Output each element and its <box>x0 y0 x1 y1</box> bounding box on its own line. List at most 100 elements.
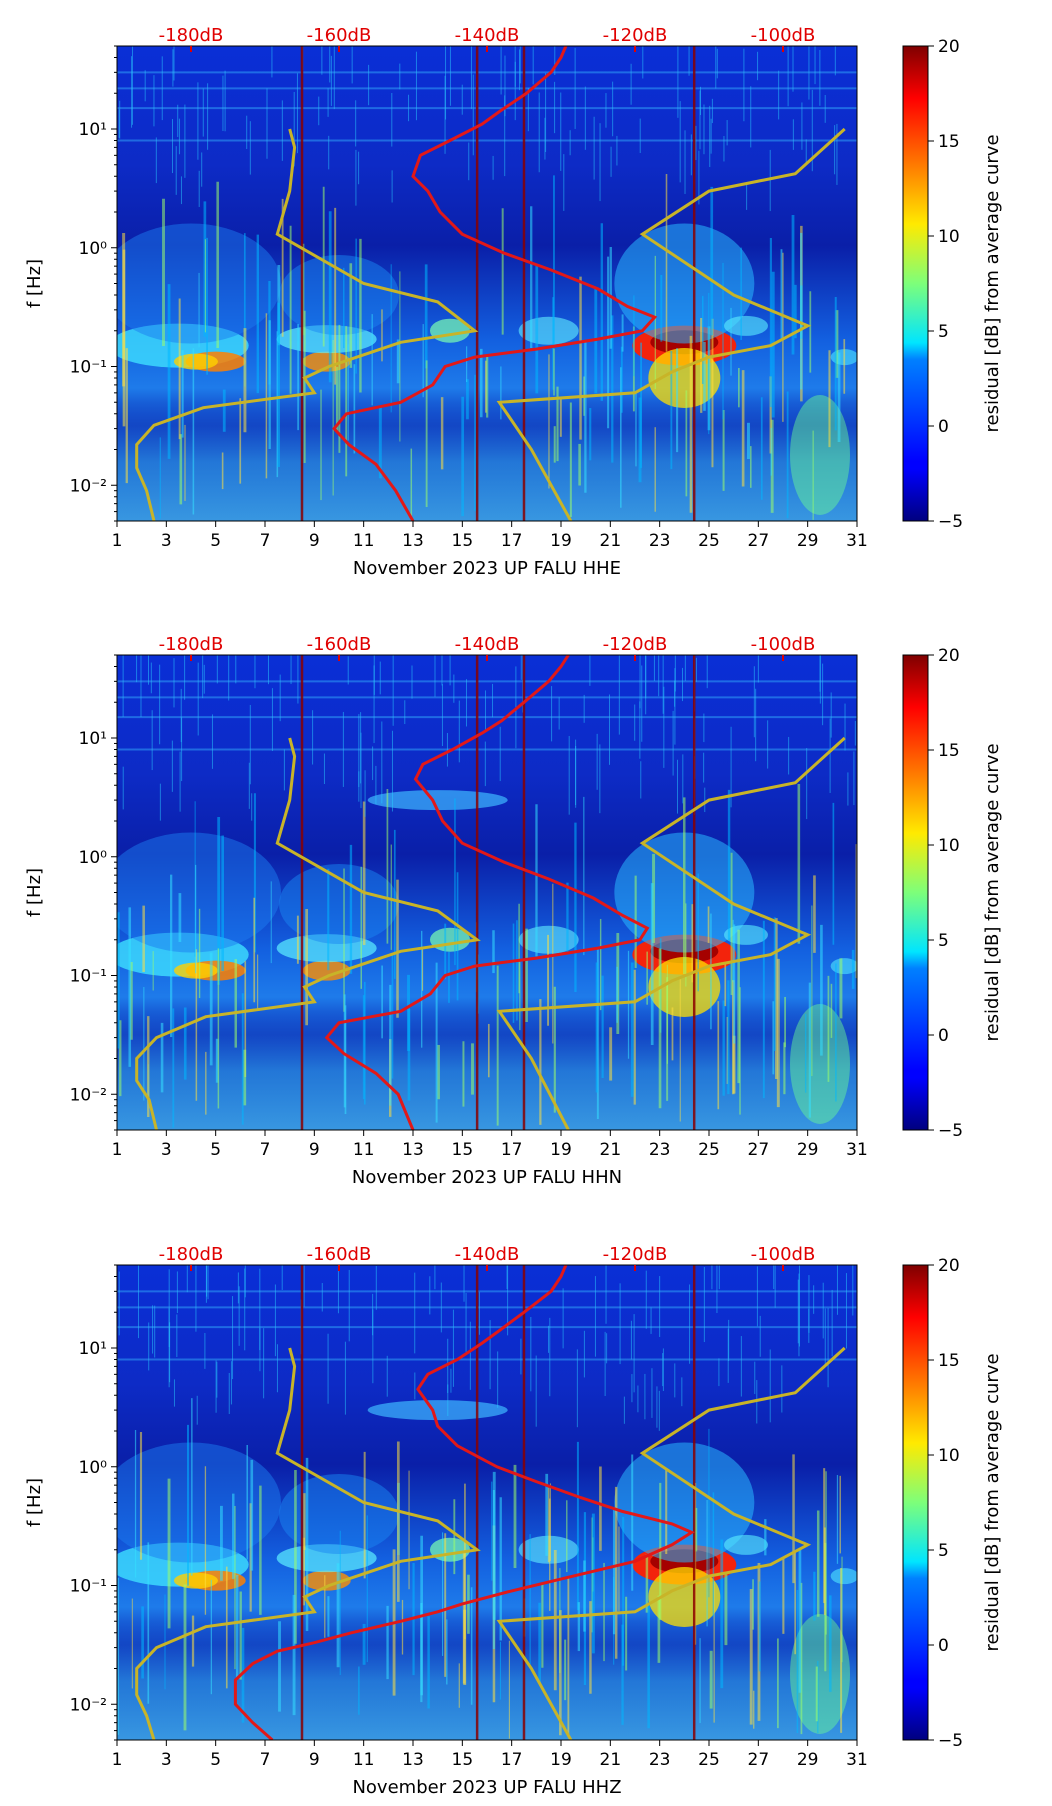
x-tick-label: 11 <box>353 1140 375 1160</box>
colorbar-tick-label: 15 <box>938 1351 960 1371</box>
y-tick-label: 10⁻² <box>70 1085 107 1105</box>
y-tick-label: 10⁰ <box>79 239 108 259</box>
y-tick-label: 10⁻¹ <box>70 358 107 378</box>
y-tick-label: 10¹ <box>79 1339 107 1359</box>
colorbar-tick-label: −5 <box>938 512 963 532</box>
top-db-label: -140dB <box>455 634 520 655</box>
top-db-label: -180dB <box>159 634 224 655</box>
colorbar-label: residual [dB] from average curve <box>982 1353 1003 1651</box>
yellow-model-curve-1 <box>135 1347 481 1740</box>
x-axis-label: November 2023 UP FALU HHN <box>352 1167 622 1188</box>
y-axis-label: f [Hz] <box>24 1478 45 1527</box>
colorbar-tick-label: 20 <box>938 646 960 666</box>
spectral-energy-patch <box>279 255 399 336</box>
spectral-energy-patch <box>790 394 850 515</box>
x-axis-label: November 2023 UP FALU HHE <box>353 558 621 579</box>
x-tick-label: 21 <box>600 531 622 551</box>
colorbar-tick-label: 15 <box>938 741 960 761</box>
x-tick-label: 21 <box>600 1750 622 1770</box>
spectral-energy-patch <box>648 1567 721 1628</box>
x-tick-label: 3 <box>161 1750 172 1770</box>
x-tick-label: 31 <box>846 531 868 551</box>
yellow-model-curve-2 <box>496 736 846 1130</box>
y-tick-label: 10⁻² <box>70 1695 107 1715</box>
colorbar <box>902 1264 929 1741</box>
low-frequency-band <box>117 402 857 521</box>
spectral-energy-patch <box>367 1400 508 1421</box>
x-tick-label: 7 <box>260 531 271 551</box>
colorbar-tick-label: 10 <box>938 227 960 247</box>
x-tick-label: 13 <box>402 1750 424 1770</box>
red-average-curve <box>324 655 650 1130</box>
spectral-energy-patch <box>830 958 857 975</box>
x-tick-label: 7 <box>260 1140 271 1160</box>
spectral-energy-patch <box>279 864 399 945</box>
x-tick-label: 19 <box>550 1750 572 1770</box>
yellow-model-curve-2 <box>496 127 846 521</box>
x-tick-label: 5 <box>210 531 221 551</box>
colorbar <box>902 45 929 522</box>
red-average-curve <box>332 46 658 521</box>
x-tick-label: 17 <box>501 531 523 551</box>
x-tick-label: 29 <box>797 1750 819 1770</box>
top-db-label: -140dB <box>455 25 520 46</box>
spectral-energy-patch <box>724 315 768 336</box>
x-tick-label: 25 <box>698 1140 720 1160</box>
spectral-energy-patch <box>614 1442 755 1563</box>
top-db-label: -160dB <box>307 634 372 655</box>
x-tick-label: 15 <box>452 1140 474 1160</box>
colorbar-tick-label: 5 <box>938 1541 949 1561</box>
x-tick-label: 3 <box>161 531 172 551</box>
spectral-energy-patch <box>117 223 281 344</box>
x-tick-label: 11 <box>353 531 375 551</box>
x-tick-label: 17 <box>501 1750 523 1770</box>
x-tick-label: 7 <box>260 1750 271 1770</box>
yellow-model-curve-1 <box>135 737 481 1130</box>
red-average-curve <box>233 1265 695 1740</box>
spectral-energy-patch <box>302 960 351 981</box>
colorbar-tick-label: 0 <box>938 417 949 437</box>
spectral-energy-patch <box>117 832 281 953</box>
colorbar-tick-label: 5 <box>938 931 949 951</box>
spectral-energy-patch <box>518 316 579 345</box>
x-tick-label: 13 <box>402 531 424 551</box>
colorbar-tick-label: 15 <box>938 132 960 152</box>
top-db-label: -160dB <box>307 25 372 46</box>
top-db-label: -100dB <box>751 25 816 46</box>
y-tick-label: 10⁻¹ <box>70 1577 107 1597</box>
spectral-energy-patch <box>790 1003 850 1124</box>
x-tick-label: 25 <box>698 531 720 551</box>
x-tick-label: 31 <box>846 1140 868 1160</box>
top-db-label: -160dB <box>307 1244 372 1265</box>
top-db-label: -120dB <box>603 1244 668 1265</box>
colorbar-tick-label: −5 <box>938 1731 963 1751</box>
x-tick-label: 9 <box>309 1750 320 1770</box>
yellow-model-curve-1 <box>135 128 479 521</box>
y-tick-label: 10⁻¹ <box>70 967 107 987</box>
x-tick-label: 27 <box>748 1750 770 1770</box>
y-tick-label: 10¹ <box>79 120 107 140</box>
x-tick-label: 29 <box>797 1140 819 1160</box>
x-tick-label: 31 <box>846 1750 868 1770</box>
top-db-label: -100dB <box>751 634 816 655</box>
y-tick-label: 10⁰ <box>79 848 108 868</box>
x-tick-label: 23 <box>649 531 671 551</box>
colorbar-tick-label: 10 <box>938 836 960 856</box>
x-tick-label: 21 <box>600 1140 622 1160</box>
colorbar-tick-label: 0 <box>938 1636 949 1656</box>
x-tick-label: 17 <box>501 1140 523 1160</box>
low-frequency-band <box>117 1011 857 1130</box>
spectral-energy-patch <box>724 1534 768 1555</box>
top-db-label: -180dB <box>159 1244 224 1265</box>
x-tick-label: 9 <box>309 531 320 551</box>
x-tick-label: 1 <box>112 531 123 551</box>
spectral-energy-patch <box>367 790 508 811</box>
x-tick-label: 1 <box>112 1750 123 1770</box>
spectral-energy-patch <box>830 1568 857 1585</box>
low-frequency-band <box>117 1621 857 1740</box>
top-db-label: -140dB <box>455 1244 520 1265</box>
x-tick-label: 5 <box>210 1140 221 1160</box>
y-axis-label: f [Hz] <box>24 259 45 308</box>
